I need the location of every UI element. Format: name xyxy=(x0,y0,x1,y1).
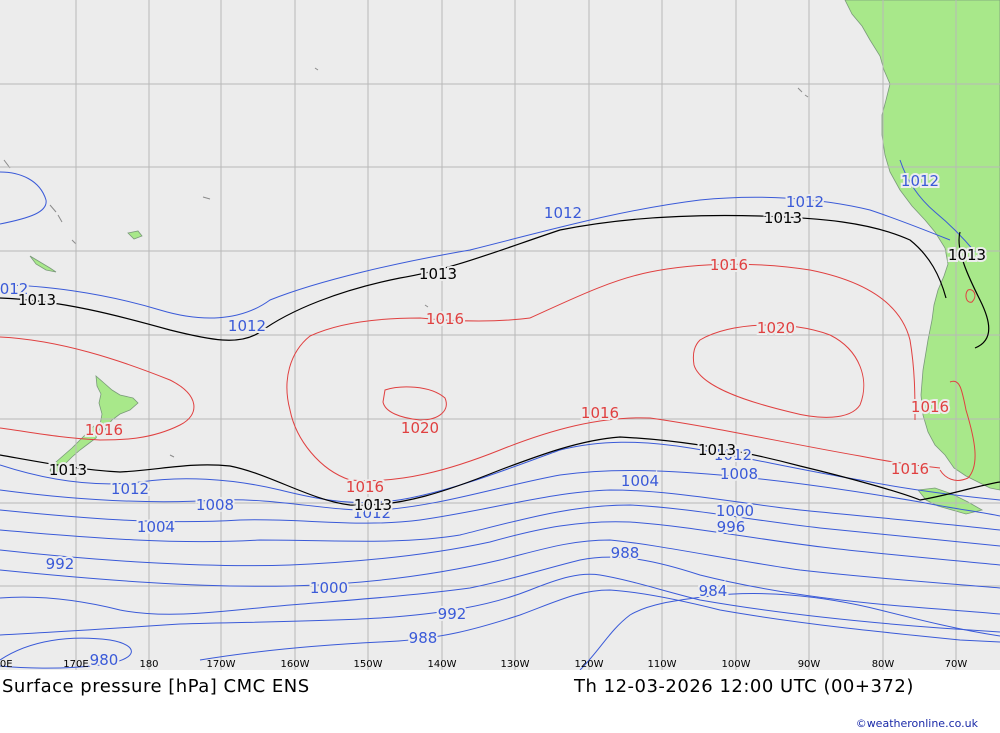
isobar-label: 992 xyxy=(46,555,75,573)
isobar-label: 1000 xyxy=(716,502,754,520)
isobar-label: 1013 xyxy=(18,291,56,309)
isobar-label: 1016 xyxy=(710,256,748,274)
isobar-labels-normal: 1013 1013 1013 1013 1013 1013 1013 xyxy=(16,207,988,516)
lon-label: 110W xyxy=(648,659,677,670)
isobar-label: 1016 xyxy=(85,421,123,439)
isobar-label: 1012 xyxy=(786,193,824,211)
lon-label: 140W xyxy=(428,659,457,670)
map-title: Surface pressure [hPa] CMC ENS xyxy=(2,676,310,697)
isobar-label: 1012 xyxy=(228,317,266,335)
isobar-label: 1012 xyxy=(901,172,939,190)
isobar-labels-low: 1012 1012 1012 012 1012 1012 1008 1004 9… xyxy=(0,170,941,670)
isobar-label: 1008 xyxy=(196,496,234,514)
isobar-label: 1004 xyxy=(137,518,175,536)
isobar-label: 1013 xyxy=(948,246,986,264)
lon-label: 150W xyxy=(354,659,383,670)
isobar-label: 1012 xyxy=(111,480,149,498)
lon-label: 170W xyxy=(207,659,236,670)
isobar-label: 980 xyxy=(90,651,119,669)
isobar-label: 1013 xyxy=(698,441,736,459)
isobar-label: 1020 xyxy=(757,319,795,337)
lon-label: 100W xyxy=(722,659,751,670)
lon-label: 120W xyxy=(575,659,604,670)
isobar-label: 1013 xyxy=(49,461,87,479)
lon-label: 180 xyxy=(139,659,158,670)
lon-label: 90W xyxy=(798,659,821,670)
lon-label: 160W xyxy=(281,659,310,670)
isobar-label: 1013 xyxy=(354,496,392,514)
isobar-label: 1020 xyxy=(401,419,439,437)
isobar-label: 988 xyxy=(611,544,640,562)
valid-time: Th 12-03-2026 12:00 UTC (00+372) xyxy=(574,676,914,697)
isobars-high xyxy=(0,263,976,482)
isobar-label: 1012 xyxy=(714,446,752,464)
lon-label: 70W xyxy=(945,659,968,670)
isobar-label: 1012 xyxy=(353,504,391,522)
isobar-label: 1016 xyxy=(891,460,929,478)
pressure-map: 60E 170E 180 170W 160W 150W 140W 130W 12… xyxy=(0,0,1000,670)
lon-label: 80W xyxy=(872,659,895,670)
footer-bar xyxy=(0,672,1000,733)
isobar-label: 992 xyxy=(438,605,467,623)
isobar-label: 1016 xyxy=(911,398,949,416)
longitude-labels: 60E 170E 180 170W 160W 150W 140W 130W 12… xyxy=(0,659,967,670)
lon-label: 170E xyxy=(63,659,88,670)
isobar-label: 1016 xyxy=(581,404,619,422)
credit-link[interactable]: ©weatheronline.co.uk xyxy=(855,717,978,730)
isobar-label: 1013 xyxy=(764,209,802,227)
isobar-label: 1016 xyxy=(426,310,464,328)
isobar-label: 1016 xyxy=(346,478,384,496)
isobar-label: 988 xyxy=(409,629,438,647)
isobar-label: 012 xyxy=(0,280,28,298)
isobar-labels-high: 1016 1016 1020 1016 1016 1020 1016 1016 … xyxy=(83,254,951,498)
lon-label: 130W xyxy=(501,659,530,670)
isobar-label: 1008 xyxy=(720,465,758,483)
isobar-label: 1013 xyxy=(419,265,457,283)
isobar-label: 1000 xyxy=(310,579,348,597)
isobars-low xyxy=(0,159,1000,670)
lon-label: 60E xyxy=(0,659,13,670)
isobar-label: 1004 xyxy=(621,472,659,490)
isobar-label: 996 xyxy=(717,518,746,536)
isobar-label: 984 xyxy=(699,582,728,600)
isobar-label: 1012 xyxy=(544,204,582,222)
isobars-normal xyxy=(0,214,1000,506)
